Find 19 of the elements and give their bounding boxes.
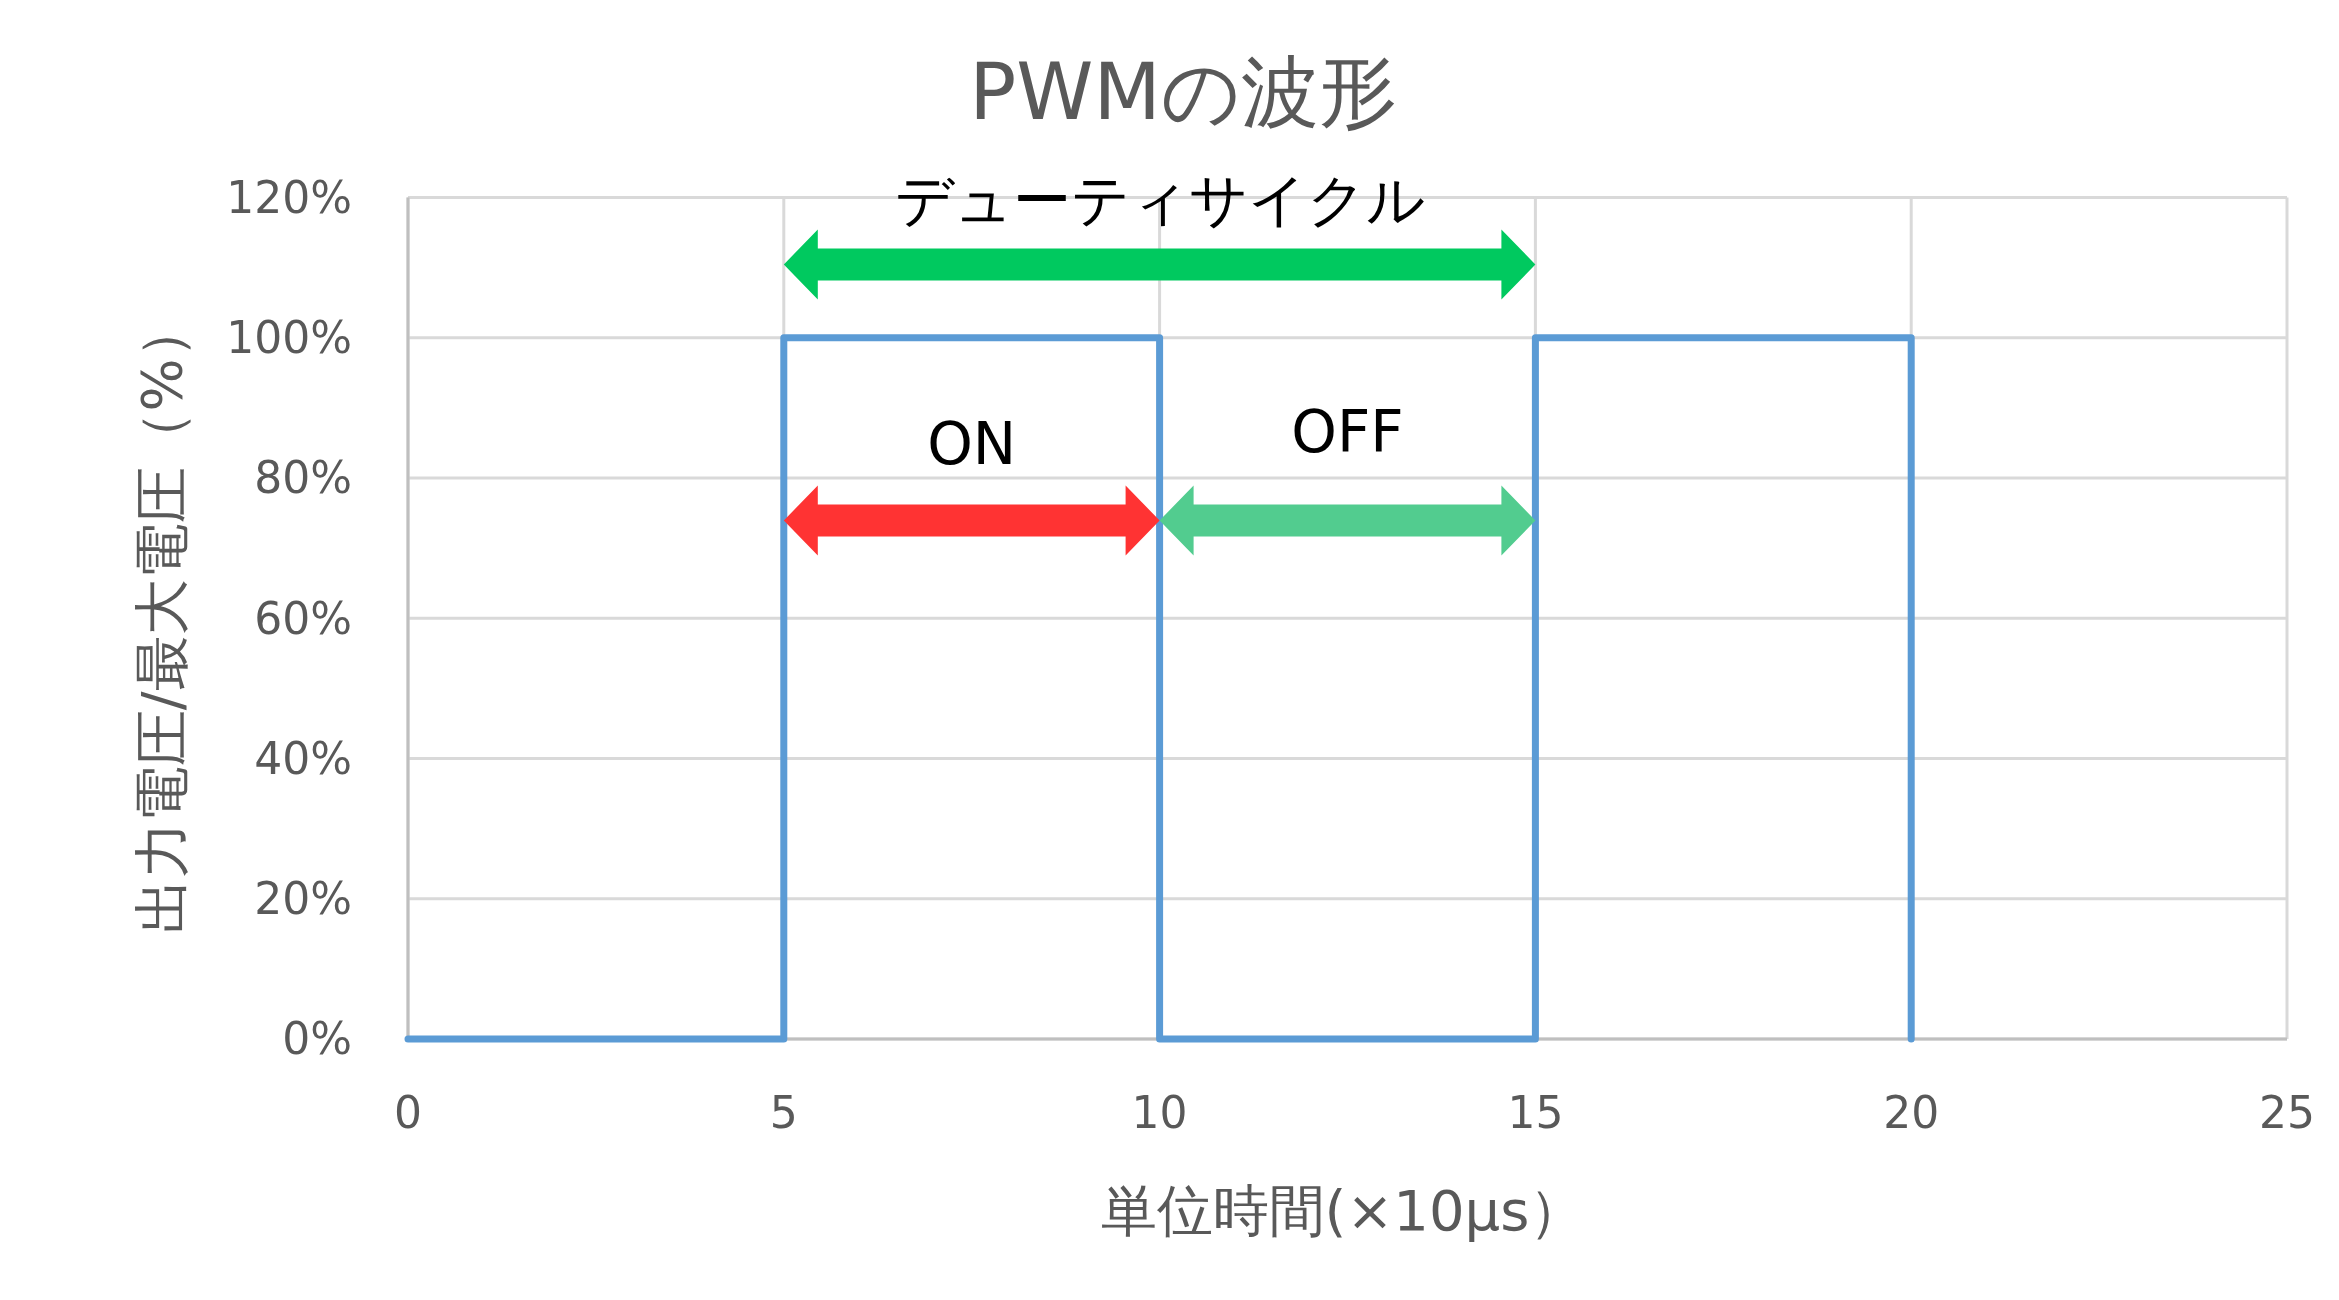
annotation: OFF xyxy=(1291,397,1404,466)
x-tick-label: 15 xyxy=(1507,1087,1564,1139)
x-tick-label: 20 xyxy=(1883,1087,1940,1139)
y-tick-label: 0% xyxy=(282,1013,352,1065)
y-tick-label: 80% xyxy=(254,452,352,504)
x-tick-label: 5 xyxy=(769,1087,798,1139)
x-tick-label: 0 xyxy=(394,1087,422,1139)
y-tick-label: 100% xyxy=(226,312,352,364)
y-tick-label: 40% xyxy=(254,732,352,784)
x-tick-label: 25 xyxy=(2259,1087,2315,1139)
chart-title: PWMの波形 xyxy=(969,47,1397,137)
annotation: ON xyxy=(927,409,1017,478)
y-axis-title: 出力電圧/最大電圧（%） xyxy=(128,302,194,935)
annotation: デューティサイクル xyxy=(894,165,1425,234)
x-axis-title: 単位時間(×10μs） xyxy=(1100,1178,1586,1243)
y-tick-label: 60% xyxy=(254,592,352,644)
y-tick-label: 20% xyxy=(254,873,352,925)
y-tick-label: 120% xyxy=(226,171,352,223)
x-tick-label: 10 xyxy=(1131,1087,1188,1139)
